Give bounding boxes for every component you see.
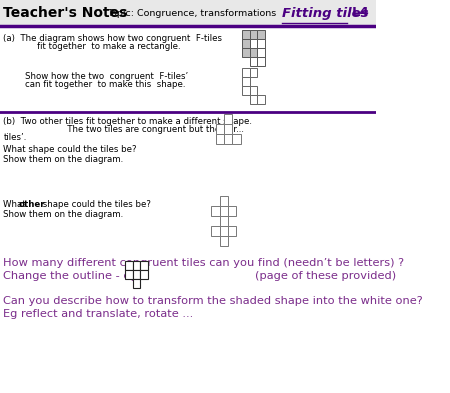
Bar xyxy=(232,134,241,144)
Bar xyxy=(220,206,228,216)
Text: Fitting tiles: Fitting tiles xyxy=(282,7,369,20)
Bar xyxy=(257,57,265,66)
Text: Can you describe how to transform the shaded shape into the white one?: Can you describe how to transform the sh… xyxy=(3,296,423,306)
Bar xyxy=(250,68,257,77)
Text: (page of these provided): (page of these provided) xyxy=(255,271,396,281)
Bar xyxy=(228,206,236,216)
Bar xyxy=(228,226,236,236)
Text: Topic: Congruence, transformations: Topic: Congruence, transformations xyxy=(107,9,276,18)
Bar xyxy=(250,39,257,48)
Bar xyxy=(242,68,250,77)
Bar xyxy=(220,226,228,236)
Bar xyxy=(0,0,376,26)
Bar xyxy=(133,279,140,288)
Bar xyxy=(242,48,250,57)
Bar xyxy=(250,86,257,95)
Text: other: other xyxy=(18,200,45,209)
Text: What: What xyxy=(3,200,29,209)
Text: The two tiles are congruent but they ar...: The two tiles are congruent but they ar.… xyxy=(37,125,244,134)
Bar xyxy=(140,270,148,279)
Bar xyxy=(242,77,250,86)
Bar xyxy=(224,114,232,124)
Text: (b)  Two other tiles fit together to make a different shape.: (b) Two other tiles fit together to make… xyxy=(3,117,252,126)
Text: Change the outline - eg:: Change the outline - eg: xyxy=(3,271,142,281)
Bar xyxy=(133,270,140,279)
Bar xyxy=(257,95,265,104)
Text: What shape could the tiles be?: What shape could the tiles be? xyxy=(3,145,137,154)
Bar xyxy=(212,226,220,236)
Bar xyxy=(216,124,224,134)
Bar xyxy=(220,196,228,206)
Bar xyxy=(220,236,228,246)
Text: (a)  The diagram shows how two congruent  F-tiles: (a) The diagram shows how two congruent … xyxy=(3,34,222,43)
Text: Show them on the diagram.: Show them on the diagram. xyxy=(3,155,124,164)
Bar xyxy=(250,48,257,57)
Bar xyxy=(125,270,133,279)
Bar xyxy=(212,206,220,216)
Bar xyxy=(125,261,133,270)
Text: How many different congruent tiles can you find (needn’t be letters) ?: How many different congruent tiles can y… xyxy=(3,258,405,268)
Text: tiles’.: tiles’. xyxy=(3,133,27,142)
Bar xyxy=(224,134,232,144)
Bar xyxy=(140,261,148,270)
Text: Eg reflect and translate, rotate ...: Eg reflect and translate, rotate ... xyxy=(3,309,194,319)
Bar xyxy=(216,134,224,144)
Text: shape could the tiles be?: shape could the tiles be? xyxy=(40,200,151,209)
Bar xyxy=(257,48,265,57)
Bar xyxy=(250,95,257,104)
Text: Teacher's Notes: Teacher's Notes xyxy=(3,6,128,20)
Bar xyxy=(250,57,257,66)
Text: can fit together  to make this  shape.: can fit together to make this shape. xyxy=(25,80,185,89)
Text: Show how the two  congruent  F-tiles’: Show how the two congruent F-tiles’ xyxy=(25,72,188,81)
Text: L4: L4 xyxy=(352,7,369,20)
Bar xyxy=(242,86,250,95)
Bar xyxy=(133,261,140,270)
Bar xyxy=(257,39,265,48)
Bar xyxy=(257,30,265,39)
Bar xyxy=(250,30,257,39)
Bar xyxy=(220,216,228,226)
Text: fit together  to make a rectangle.: fit together to make a rectangle. xyxy=(37,42,180,51)
Text: Show them on the diagram.: Show them on the diagram. xyxy=(3,210,124,219)
Bar xyxy=(224,124,232,134)
Bar xyxy=(242,39,250,48)
Bar xyxy=(242,30,250,39)
